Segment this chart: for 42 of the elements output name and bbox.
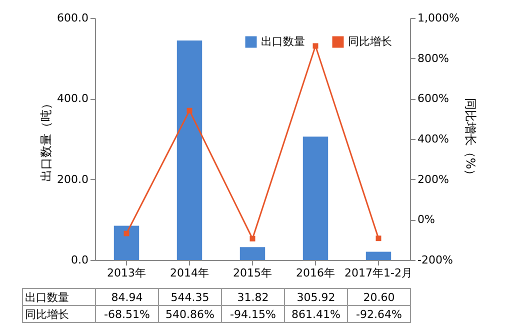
y2-tick-label: 1,000% <box>418 12 460 24</box>
data-label: -68.51% <box>96 306 158 322</box>
x-tick-label: 2015年 <box>233 266 272 280</box>
y2-tick-label: 200% <box>418 172 449 186</box>
y-tick-label: 600.0 <box>57 12 88 24</box>
y2-tick-label: 400% <box>418 132 449 146</box>
point <box>186 108 192 114</box>
bar <box>302 136 328 260</box>
data-label: 20.60 <box>348 288 410 306</box>
y-tick-label: 400.0 <box>57 92 88 106</box>
y-tick-label: 200.0 <box>57 172 88 186</box>
text: 同比增长 <box>25 308 69 320</box>
data-label: 31.82 <box>222 288 284 306</box>
bar <box>114 226 140 260</box>
y2-tick-label: 800% <box>418 52 449 65</box>
text: 出口数量 <box>25 290 69 304</box>
bar <box>240 247 266 260</box>
data-label: 540.86% <box>158 306 222 322</box>
point <box>124 230 130 236</box>
y-axis-title: 出口数量（吨） <box>39 98 54 182</box>
bar <box>176 40 202 260</box>
y-tick-label: 0.0 <box>71 254 88 266</box>
point <box>376 236 382 242</box>
data-label: 544.35 <box>158 288 222 306</box>
x-tick-label: 2013年 <box>107 266 146 280</box>
bar <box>366 252 392 260</box>
y2-tick-label: 600% <box>418 92 449 106</box>
y2-axis-title: 同比增长（%） <box>463 98 478 182</box>
point <box>250 236 256 242</box>
data-label: -94.15% <box>222 306 284 322</box>
data-label: 861.41% <box>284 306 348 322</box>
legend-label: 出口数量 <box>261 35 305 48</box>
y2-tick-label: -200% <box>418 254 453 266</box>
x-tick-label: 2016年 <box>296 266 335 280</box>
x-tick-label: 2014年 <box>170 266 209 280</box>
data-label: 305.92 <box>284 288 348 306</box>
x-tick-label: 2017年1-2月 <box>344 266 412 280</box>
y2-tick-label: 0% <box>418 213 435 226</box>
point <box>312 43 318 49</box>
legend-label: 同比增长 <box>348 35 392 48</box>
data-label: 84.94 <box>96 288 158 306</box>
data-label: -92.64% <box>348 306 410 322</box>
